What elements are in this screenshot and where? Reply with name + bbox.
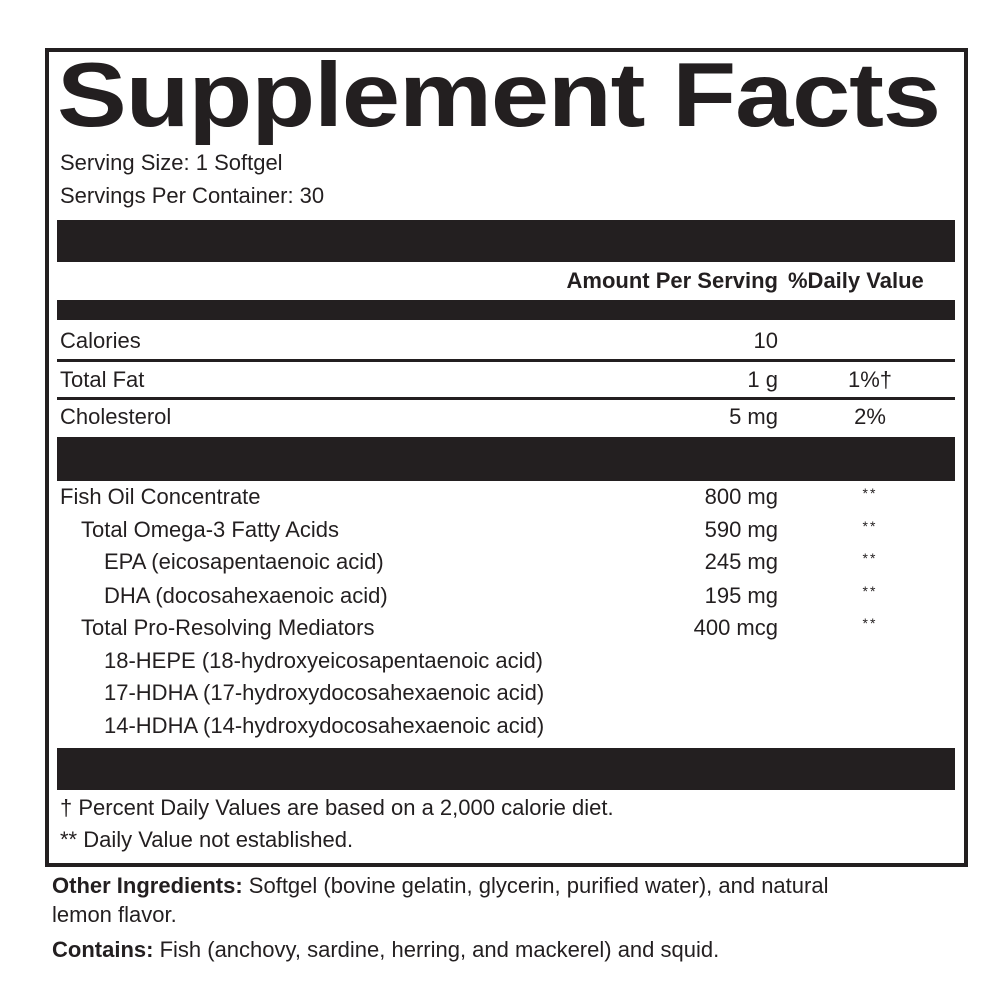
other-ingredients-label: Other Ingredients: — [52, 873, 243, 898]
other-ingredients: Other Ingredients: Softgel (bovine gelat… — [52, 873, 828, 899]
serving-size: Serving Size: 1 Softgel — [60, 150, 283, 175]
nutrient-amount: 5 mg — [729, 404, 778, 429]
nutrient-name: Total Fat — [60, 367, 145, 392]
other-ingredients-text: Softgel (bovine gelatin, glycerin, purif… — [242, 873, 829, 898]
ingredient-name: Total Pro-Resolving Mediators — [81, 615, 375, 640]
divider-bar — [57, 300, 955, 320]
ingredient-name: Total Omega-3 Fatty Acids — [81, 517, 339, 542]
ingredient-dv: ** — [862, 550, 878, 566]
contains-label: Contains: — [52, 937, 154, 962]
ingredient-name: 18-HEPE (18-hydroxyeicosapentaenoic acid… — [104, 648, 544, 673]
row-rule — [57, 397, 955, 400]
supplement-facts-panel — [45, 48, 968, 867]
ingredient-name: Fish Oil Concentrate — [60, 484, 261, 509]
panel-title: Supplement Facts — [57, 45, 941, 146]
nutrient-amount: 10 — [753, 328, 778, 353]
ingredient-amount: 800 mg — [704, 484, 778, 509]
footnote-not-established: ** Daily Value not established. — [60, 827, 354, 852]
ingredient-name: EPA (eicosapentaenoic acid) — [104, 549, 384, 574]
ingredient-dv: ** — [862, 583, 878, 599]
ingredient-dv: ** — [862, 518, 878, 534]
nutrient-name: Cholesterol — [60, 404, 172, 429]
ingredient-name: DHA (docosahexaenoic acid) — [104, 583, 388, 608]
nutrient-amount: 1 g — [747, 367, 778, 392]
ingredient-amount: 590 mg — [704, 517, 778, 542]
ingredient-amount: 400 mcg — [693, 615, 778, 640]
row-rule — [57, 359, 955, 362]
divider-bar — [57, 437, 955, 481]
divider-bar — [57, 748, 955, 790]
ingredient-amount: 245 mg — [704, 549, 778, 574]
divider-bar — [57, 220, 955, 262]
contains: Contains: Fish (anchovy, sardine, herrin… — [52, 937, 719, 963]
contains-text: Fish (anchovy, sardine, herring, and mac… — [153, 937, 720, 962]
ingredient-dv: ** — [862, 485, 878, 501]
amount-header: Amount Per Serving — [566, 268, 778, 293]
ingredient-dv: ** — [862, 615, 878, 631]
footnote-daily-values: † Percent Daily Values are based on a 2,… — [60, 795, 614, 820]
ingredient-name: 17-HDHA (17-hydroxydocosahexaenoic acid) — [104, 680, 545, 705]
nutrient-name: Calories — [60, 328, 141, 353]
ingredient-amount: 195 mg — [704, 583, 778, 608]
nutrient-dv: 2% — [854, 404, 886, 429]
dv-header: %Daily Value — [788, 268, 924, 293]
ingredient-name: 14-HDHA (14-hydroxydocosahexaenoic acid) — [104, 713, 545, 738]
nutrient-dv: 1%† — [847, 367, 893, 392]
other-ingredients-continued: lemon flavor. — [52, 902, 177, 927]
servings-per-container: Servings Per Container: 30 — [60, 183, 325, 208]
